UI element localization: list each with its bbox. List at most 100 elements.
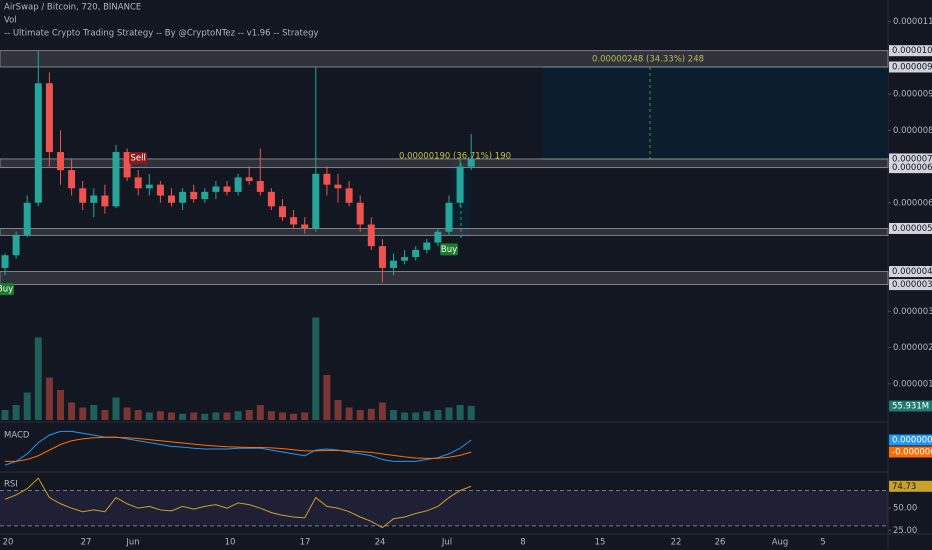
volume-bar [434,410,442,420]
candle-body [190,191,198,200]
volume-bar [234,411,242,420]
axis-label: 0.00000529 [892,224,932,234]
axis-label-bg [889,400,932,412]
y-tick-label: 0.00000600 [893,198,932,208]
volume-bar [279,412,286,420]
target-box [543,67,888,159]
candle-body [201,191,209,200]
signal-label: Buy [0,285,13,295]
volume-bar [112,397,120,420]
volume-bar [68,402,76,420]
volume-bar [312,317,320,420]
x-tick-label: 20 [3,538,14,548]
candle-body [279,206,286,218]
annotation: 0.00000190 (36.71%) 190 [399,152,511,162]
candle-body [312,173,320,229]
x-tick-label: 17 [300,538,311,548]
x-tick-label: Aug [772,538,789,548]
volume-bar [212,412,220,420]
volume-bar [134,410,142,420]
candle-body [345,188,353,203]
axis-label: 74.73 [892,482,916,492]
zone [0,50,889,68]
axis-label-bg [889,434,932,446]
candle-body [301,224,309,229]
zone [0,228,889,236]
candle-body [334,184,342,189]
y-tick-label: 0.00000800 [893,126,932,136]
candle-body [401,257,409,261]
axis-label: 0.00000975 [892,62,932,72]
volume-bar [12,405,20,420]
indicator-line [4,477,472,529]
y-tick-label: 0.00000900 [893,90,932,100]
volume-bar [156,411,164,420]
y-tick-label: 50.00 [893,504,917,514]
candle-body [245,177,253,182]
indicator-line [5,436,472,462]
candle-body [290,217,298,225]
candle-body [145,184,153,189]
volume-bar [390,410,397,420]
candle-body [323,173,331,185]
volume-bar [412,412,420,420]
zone [0,271,889,285]
volume-bar [23,392,31,420]
axis-label: 0.00000374 [892,280,932,290]
candle-body [90,195,98,203]
candle-body [212,186,220,192]
volume-bar [1,410,9,420]
volume-bar [334,400,342,420]
volume-bar [423,411,431,420]
axis-label: 0.00000410 [892,267,932,277]
x-tick-label: 26 [715,538,726,548]
volume-bar [101,410,109,420]
candle-body [390,260,397,268]
axis-label: 0.00001020 [892,46,932,56]
legend-label: Vol [4,16,17,26]
volume-bar [445,407,453,420]
volume-bar [290,413,298,420]
axis-label-bg [889,162,932,174]
axis-label: 0.00000697 [892,163,932,173]
chart-title: AirSwap / Bitcoin, 720, BINANCE [4,3,141,13]
candle-body [134,177,142,189]
y-tick-label: 0.00000200 [893,343,932,353]
candle-body [434,231,442,243]
candle-body [378,246,386,268]
volume-bar [256,405,264,420]
legend-label: -- Ultimate Crypto Trading Strategy -- B… [4,29,319,39]
volume-bar [456,405,464,420]
y-tick-label: 25.00 [893,526,917,536]
volume-bar [367,408,375,420]
candle-body [445,202,453,232]
axis-label-bg [889,446,932,458]
axis-label-bg [889,153,932,165]
volume-bar [401,412,409,420]
volume-bar [45,377,53,420]
y-tick-label: 0.00000300 [893,307,932,317]
y-tick-label: 0.00000100 [893,379,932,389]
volume-bar [223,412,231,420]
candle-body [123,152,131,178]
rsi-band [0,490,888,526]
volume-bar [245,410,253,420]
volume-bar [323,375,331,420]
candle-body [234,177,242,192]
x-tick-label: 15 [595,538,606,548]
signal-bg [440,243,458,256]
candle-body [456,166,464,203]
axis-label-bg [889,45,932,57]
volume-bar [145,412,153,420]
candle-body [412,249,420,258]
volume-bar [57,390,64,420]
annotation: 0.00000248 (34.33%) 248 [592,55,704,65]
volume-bar [378,402,386,420]
candle-body [12,235,20,256]
signal-label: Buy [441,245,457,255]
candle-body [256,181,264,192]
volume-bar [34,337,42,420]
candle-body [467,158,475,167]
x-tick-label: 10 [225,538,236,548]
axis-label: 0.00000027 [892,436,932,446]
